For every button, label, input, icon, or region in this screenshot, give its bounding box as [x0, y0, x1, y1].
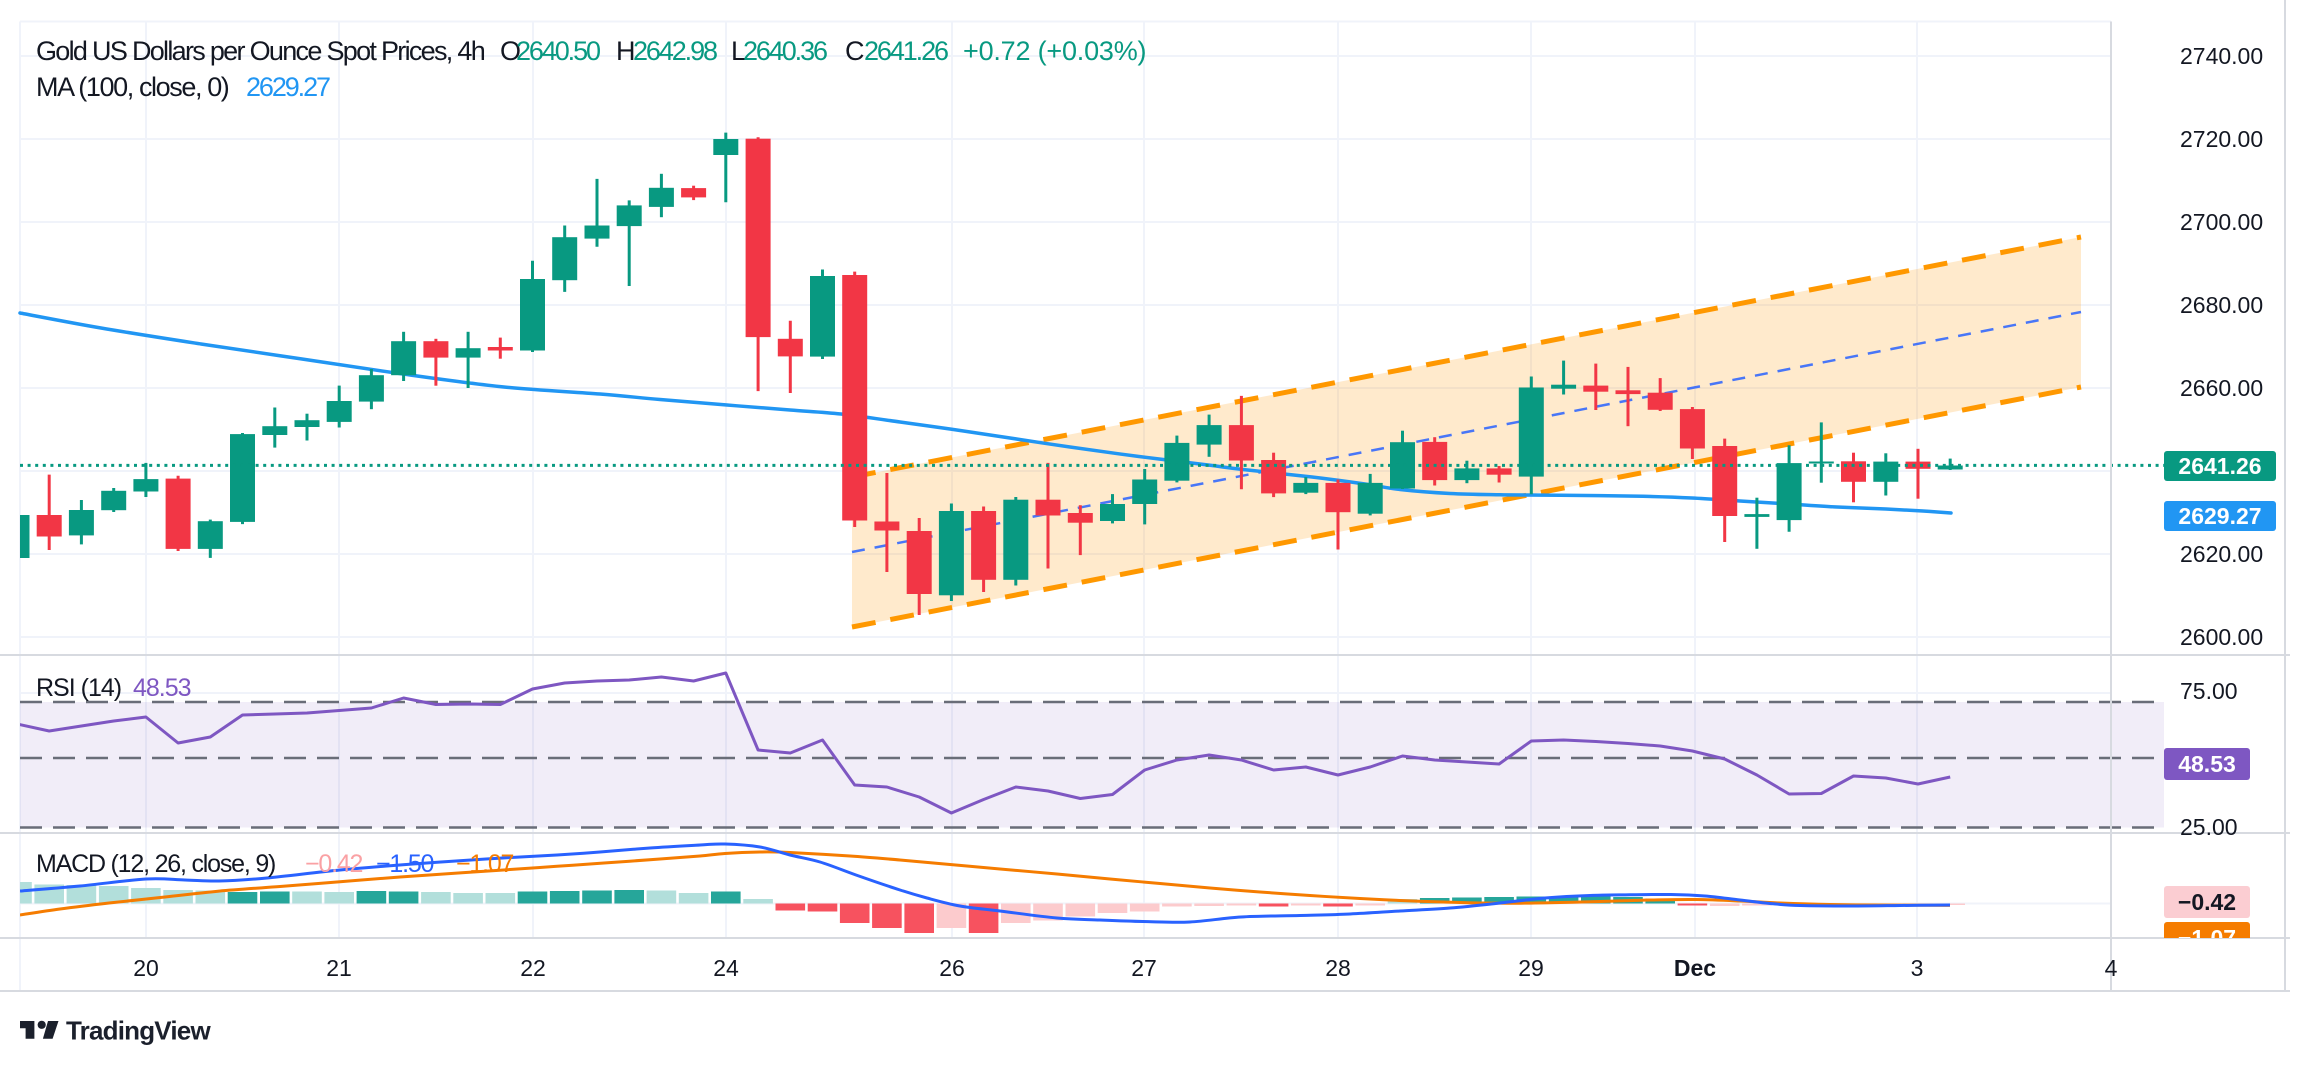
svg-text:2720.00: 2720.00	[2180, 126, 2263, 152]
svg-text:48.53: 48.53	[2178, 751, 2236, 777]
svg-text:2642.98: 2642.98	[633, 36, 717, 66]
svg-text:L: L	[731, 36, 746, 66]
svg-text:−1.50: −1.50	[376, 850, 434, 878]
svg-text:2660.00: 2660.00	[2180, 375, 2263, 401]
svg-text:−0.42: −0.42	[305, 850, 363, 878]
svg-text:C: C	[845, 36, 864, 66]
svg-text:75.00: 75.00	[2180, 678, 2238, 704]
svg-text:2629.27: 2629.27	[2178, 503, 2261, 529]
svg-text:2640.50: 2640.50	[516, 36, 600, 66]
svg-text:MACD (12, 26, close, 9): MACD (12, 26, close, 9)	[36, 850, 275, 878]
svg-text:29: 29	[1518, 955, 1544, 981]
svg-text:+0.72 (+0.03%): +0.72 (+0.03%)	[963, 36, 1146, 66]
svg-text:22: 22	[520, 955, 546, 981]
svg-text:2700.00: 2700.00	[2180, 209, 2263, 235]
svg-text:27: 27	[1131, 955, 1157, 981]
svg-text:20: 20	[133, 955, 159, 981]
svg-text:−1.07: −1.07	[456, 850, 514, 878]
svg-text:3: 3	[1911, 955, 1924, 981]
svg-text:Dec: Dec	[1674, 955, 1716, 981]
svg-text:2641.26: 2641.26	[864, 36, 948, 66]
svg-text:48.53: 48.53	[133, 674, 191, 702]
svg-text:−1.07: −1.07	[2178, 925, 2236, 951]
svg-text:H: H	[616, 36, 634, 66]
svg-text:2629.27: 2629.27	[246, 72, 330, 102]
svg-text:Gold US Dollars per Ounce Spot: Gold US Dollars per Ounce Spot Prices, 4…	[36, 36, 485, 66]
svg-text:−0.42: −0.42	[2178, 889, 2236, 915]
svg-text:RSI (14): RSI (14)	[36, 674, 121, 702]
svg-text:24: 24	[713, 955, 739, 981]
svg-text:2640.36: 2640.36	[743, 36, 827, 66]
svg-text:2680.00: 2680.00	[2180, 292, 2263, 318]
svg-text:2620.00: 2620.00	[2180, 541, 2263, 567]
svg-text:2600.00: 2600.00	[2180, 624, 2263, 650]
svg-text:2641.26: 2641.26	[2178, 453, 2261, 479]
svg-text:2740.00: 2740.00	[2180, 43, 2263, 69]
svg-text:4: 4	[2105, 955, 2118, 981]
svg-text:26: 26	[939, 955, 965, 981]
svg-text:MA (100, close, 0): MA (100, close, 0)	[36, 72, 229, 102]
svg-text:21: 21	[326, 955, 352, 981]
svg-text:25.00: 25.00	[2180, 814, 2238, 840]
svg-text:O: O	[500, 36, 520, 66]
svg-text:28: 28	[1325, 955, 1351, 981]
svg-text:TradingView: TradingView	[66, 1016, 211, 1046]
